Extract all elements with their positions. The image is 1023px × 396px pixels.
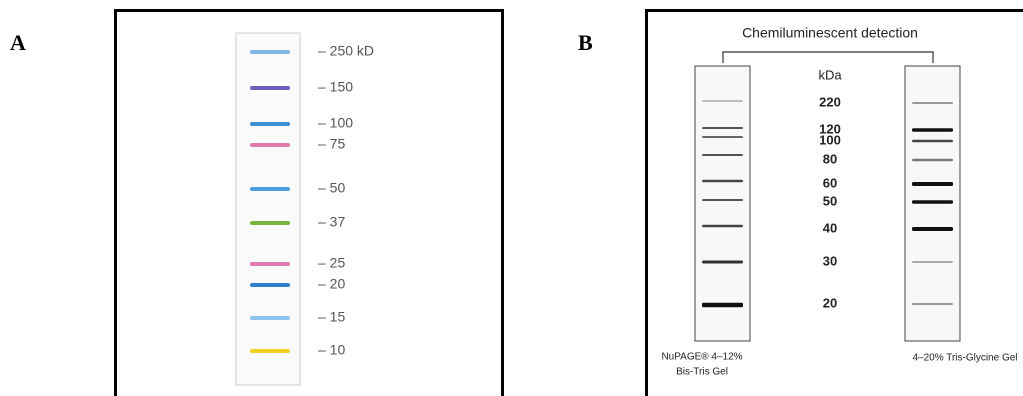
marker-label: 50 xyxy=(823,193,837,208)
marker-label: – 20 xyxy=(318,276,345,292)
band xyxy=(912,128,953,132)
band xyxy=(702,261,743,264)
panel-b-label: B xyxy=(578,30,593,55)
marker-label: – 25 xyxy=(318,255,345,271)
marker-label: – 250 kD xyxy=(318,43,374,59)
right-lane-caption: 4–20% Tris-Glycine Gel xyxy=(912,353,1017,364)
band xyxy=(250,349,290,353)
band xyxy=(702,303,743,308)
marker-label: – 50 xyxy=(318,180,345,196)
band xyxy=(912,159,953,162)
left-lane xyxy=(695,66,750,341)
band xyxy=(912,261,953,263)
band xyxy=(912,227,953,231)
band xyxy=(702,180,743,183)
band xyxy=(912,140,953,143)
band xyxy=(250,122,290,126)
band xyxy=(702,136,743,138)
band xyxy=(912,182,953,186)
band xyxy=(702,154,743,156)
panel-a-frame xyxy=(116,11,503,396)
band xyxy=(702,199,743,201)
band xyxy=(250,187,290,191)
band xyxy=(702,127,743,129)
band xyxy=(250,316,290,320)
band xyxy=(250,283,290,287)
marker-label: 30 xyxy=(823,253,837,268)
left-lane-caption: Bis-Tris Gel xyxy=(676,367,728,378)
band xyxy=(250,86,290,90)
left-lane-caption: NuPAGE® 4–12% xyxy=(661,352,742,363)
band xyxy=(912,200,953,204)
marker-label: 220 xyxy=(819,94,841,109)
marker-label: 20 xyxy=(823,295,837,310)
band xyxy=(250,50,290,54)
unit-label: kDa xyxy=(818,67,842,82)
band xyxy=(250,143,290,147)
panel-a-lane xyxy=(236,33,300,385)
band xyxy=(912,303,953,305)
panel-b-title: Chemiluminescent detection xyxy=(742,25,918,41)
band xyxy=(702,100,743,102)
marker-label: – 100 xyxy=(318,115,353,131)
marker-label: – 150 xyxy=(318,79,353,95)
band xyxy=(702,225,743,228)
marker-label: 60 xyxy=(823,175,837,190)
marker-label: – 75 xyxy=(318,136,345,152)
marker-label: – 37 xyxy=(318,214,345,230)
band xyxy=(250,221,290,225)
band xyxy=(250,262,290,266)
marker-label: – 10 xyxy=(318,342,345,358)
marker-label: 80 xyxy=(823,151,837,166)
panel-a-label: A xyxy=(10,30,26,55)
marker-label: 100 xyxy=(819,132,841,147)
marker-label: 40 xyxy=(823,220,837,235)
marker-label: – 15 xyxy=(318,309,345,325)
figure: A – 250 kD – 150 – 100 – 75 – 50 – 37 – 25 – 20… xyxy=(0,0,1023,396)
band xyxy=(912,102,953,104)
